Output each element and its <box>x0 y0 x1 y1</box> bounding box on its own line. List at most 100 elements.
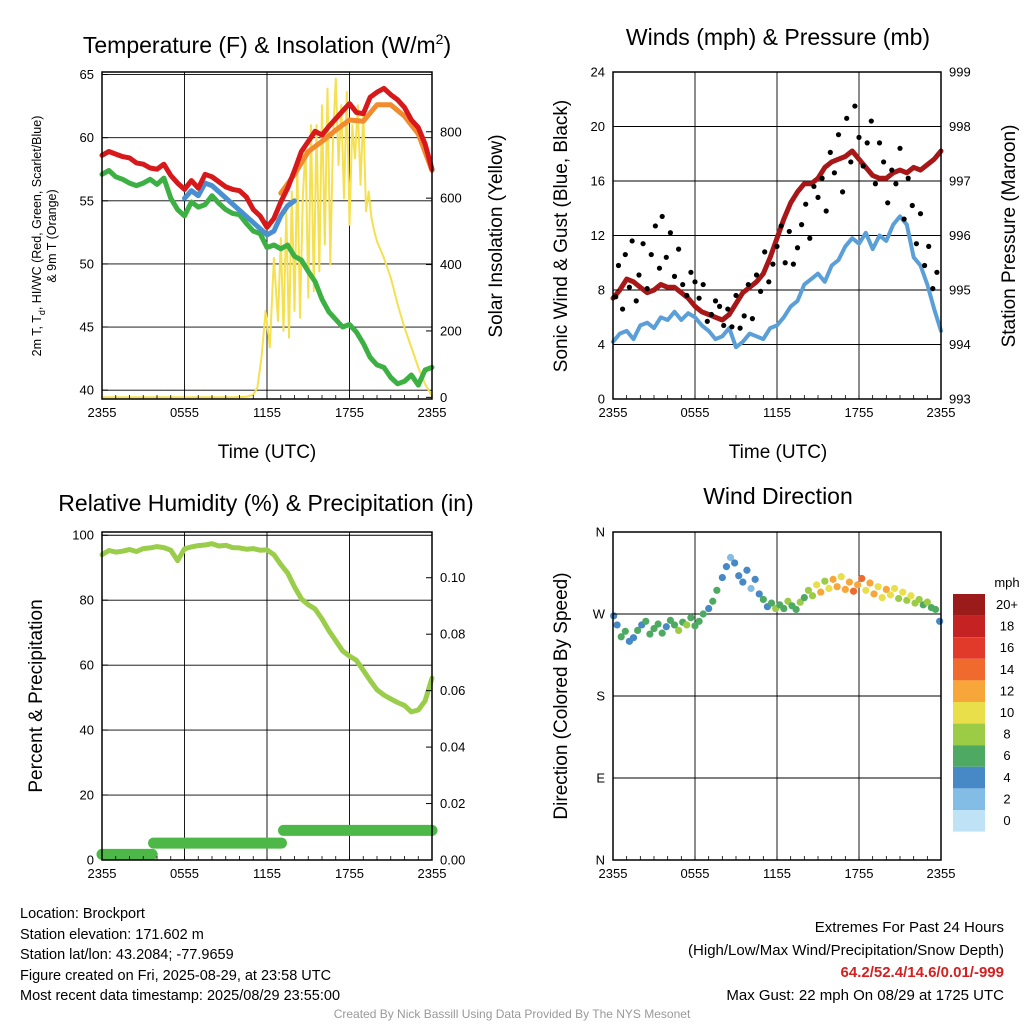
y-right-tick-label: 0.00 <box>440 853 465 868</box>
wind-direction-point <box>755 590 763 598</box>
wind-direction-point <box>845 578 854 586</box>
gust-point <box>794 245 801 251</box>
wind-direction-point <box>890 584 899 593</box>
gust-point <box>934 269 940 275</box>
wind-direction-point <box>833 583 841 591</box>
y-tick-label: 0 <box>87 853 94 868</box>
winds-ylabel-left: Sonic Wind & Gust (Blue, Black) <box>551 100 572 372</box>
wind-direction-point <box>907 592 915 600</box>
y-tick-label: 8 <box>598 283 605 298</box>
station-info: Location: Brockport Station elevation: 1… <box>20 904 340 1007</box>
y-tick-label: N <box>596 525 605 540</box>
relative-humidity-line <box>99 541 435 715</box>
x-tick-label: 2355 <box>88 405 117 420</box>
gust-point <box>758 288 764 294</box>
temperature-title-text: Temperature (F) & Insolation (W/m <box>83 32 436 58</box>
y-right-tick-label: 995 <box>949 283 971 298</box>
x-tick-label: 2355 <box>927 405 956 420</box>
temperature-ticks: 2355 0555 1155 1755 2355 40 45 50 55 60 65 0 200 400 6… <box>80 67 462 420</box>
wind-direction-point <box>837 573 845 581</box>
wind-direction-point <box>731 559 739 567</box>
colorbar-swatch <box>953 658 985 681</box>
gust-point <box>782 260 788 266</box>
wind-direction-point <box>825 584 833 593</box>
gust-point <box>922 262 928 269</box>
gust-point <box>615 262 622 269</box>
gust-point <box>835 132 842 138</box>
gust-point <box>868 118 874 124</box>
x-tick-label: 2355 <box>418 866 447 881</box>
gust-point <box>901 216 907 222</box>
humidity-series <box>96 541 438 860</box>
gust-point <box>692 279 698 285</box>
temp-9m-line <box>278 102 435 196</box>
x-tick-label: 2355 <box>418 405 447 420</box>
x-tick-label: 2355 <box>88 866 117 881</box>
temperature-ylabel-left-line2: & 9m T (Orange) <box>45 189 59 282</box>
temperature-ylabel-right: Solar Insolation (Yellow) <box>486 134 507 337</box>
gust-point <box>872 181 879 187</box>
wind-direction-point <box>858 574 866 583</box>
x-tick-label: 1155 <box>253 405 281 420</box>
wind-direction-point <box>878 594 886 602</box>
colorbar-swatch <box>953 637 985 659</box>
gust-point <box>844 115 850 121</box>
y-tick-label: 50 <box>80 256 94 271</box>
wind-direction-point <box>658 629 666 637</box>
gust-point <box>819 175 825 181</box>
y-tick-label: 60 <box>80 130 94 145</box>
x-tick-label: 2355 <box>599 405 628 420</box>
wind-direction-point <box>751 575 759 583</box>
wind-direction-point <box>804 586 813 594</box>
credit-footer: Created By Nick Bassill Using Data Provi… <box>333 1007 691 1021</box>
wind-direction-point <box>613 621 621 629</box>
colorbar-label: 10 <box>1000 705 1014 720</box>
gust-point <box>684 292 690 299</box>
wind-direction-point <box>895 594 903 603</box>
extremes-heading: Extremes For Past 24 Hours <box>814 919 1004 936</box>
gust-point <box>708 311 715 318</box>
temperature-series <box>99 77 435 399</box>
colorbar-swatch <box>953 594 985 616</box>
x-tick-label: 1755 <box>845 405 874 420</box>
station-elevation: Station elevation: 171.602 m <box>20 926 204 943</box>
x-tick-label: 1755 <box>335 866 364 881</box>
y-tick-label: 24 <box>591 65 605 80</box>
gust-point <box>700 281 706 288</box>
wind-direction-point <box>670 621 679 629</box>
wind-direction-point <box>722 563 731 571</box>
wind-direction-point <box>726 553 735 562</box>
gust-point <box>766 279 772 285</box>
colorbar-label: 14 <box>1000 662 1014 677</box>
gust-point <box>848 159 854 165</box>
gust-point <box>856 134 862 140</box>
gust-point <box>917 211 924 217</box>
gust-point <box>667 230 674 236</box>
colorbar-label: 8 <box>1003 727 1010 742</box>
x-tick-label: 1155 <box>253 866 281 881</box>
gust-point <box>721 322 727 329</box>
gust-point <box>656 265 663 271</box>
winds-title: Winds (mph) & Pressure (mb) <box>626 24 930 50</box>
humidity-title: Relative Humidity (%) & Precipitation (i… <box>58 490 473 516</box>
temperature-ylabel-left: 2m T, Td, HI/WC (Red, Green, Scarlet/Blu… <box>30 116 47 357</box>
gust-point <box>704 318 710 324</box>
colorbar-swatch <box>953 723 985 746</box>
wind-direction-point <box>882 585 890 594</box>
wind-direction-point <box>767 599 776 607</box>
gust-point <box>712 298 719 304</box>
gust-point <box>619 306 626 312</box>
wind-direction-point <box>654 620 662 628</box>
gust-point <box>807 235 813 241</box>
wind-direction-point <box>792 605 800 614</box>
gust-point <box>930 286 936 292</box>
colorbar-label: 18 <box>1000 619 1014 634</box>
gust-point <box>889 167 895 173</box>
y-tick-label: S <box>596 689 605 704</box>
gust-point <box>852 103 858 109</box>
colorbar-label: 20+ <box>996 597 1018 612</box>
wind-direction-point <box>634 626 642 635</box>
y-tick-label: 16 <box>591 174 605 189</box>
